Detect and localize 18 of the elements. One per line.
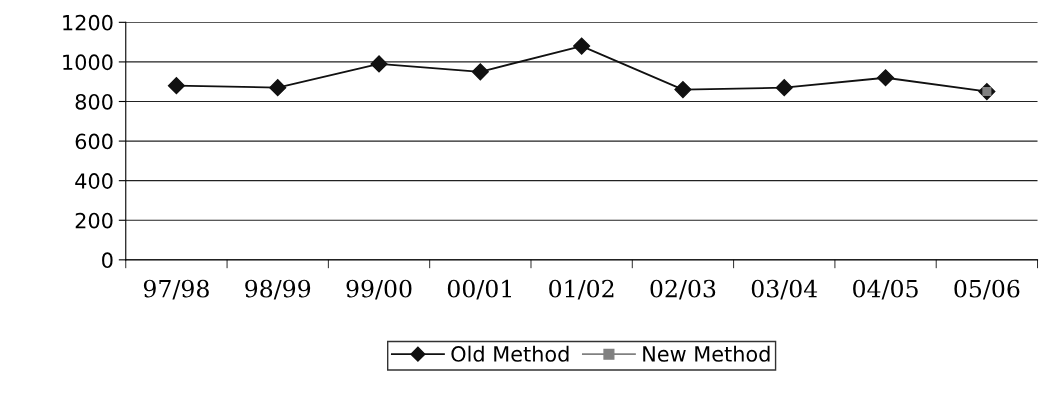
x-tick-label: 99/00 — [346, 279, 412, 300]
x-tick-label: 98/99 — [245, 279, 311, 300]
x-tick-label: 04/05 — [853, 279, 918, 300]
y-tick-label: 1200 — [63, 14, 113, 31]
x-tick-label: 00/01 — [447, 279, 511, 300]
x-tick-label: 03/04 — [751, 279, 818, 300]
x-tick-label: 05/06 — [954, 279, 1020, 300]
y-tick-label: 200 — [75, 212, 113, 229]
x-tick-label: 97/98 — [143, 279, 209, 300]
legend-label: Old Method — [451, 345, 569, 362]
legend-label: New Method — [643, 345, 770, 362]
x-tick-label: 01/02 — [549, 279, 614, 300]
y-tick-label: 0 — [102, 252, 113, 269]
y-tick-label: 400 — [75, 173, 113, 189]
y-tick-label: 600 — [75, 133, 113, 150]
x-tick-label: 02/03 — [650, 279, 716, 300]
y-tick-label: 1000 — [63, 54, 113, 71]
y-tick-label: 800 — [75, 93, 113, 110]
